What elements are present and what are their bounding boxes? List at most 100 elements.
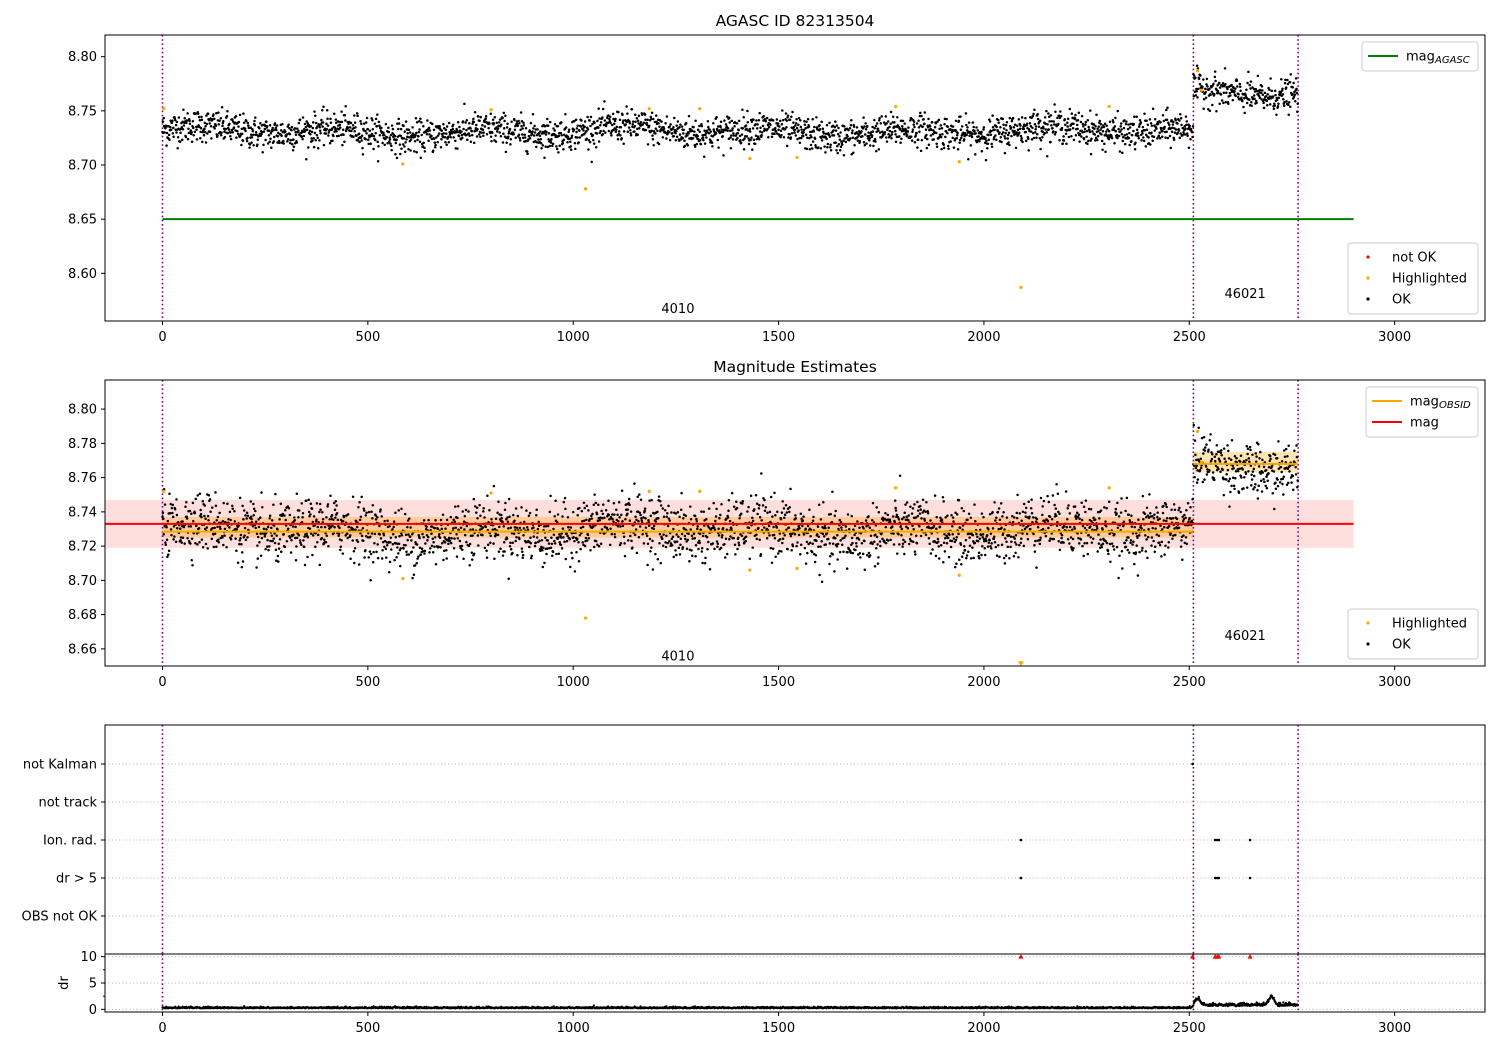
ok-point (354, 519, 358, 522)
ok-point (1077, 111, 1081, 115)
ok-point (508, 545, 512, 548)
ok-point (860, 541, 864, 545)
ok-point (957, 119, 961, 123)
ok-point (778, 119, 782, 123)
ok-point (832, 129, 835, 132)
ok-point (563, 496, 567, 500)
ok-point (1085, 129, 1089, 133)
ok-point (305, 128, 309, 131)
ok-point (247, 124, 250, 127)
ok-point (875, 149, 878, 153)
ok-point (550, 542, 554, 545)
ok-point (343, 113, 347, 117)
ok-point (269, 137, 272, 140)
ok-point (650, 546, 653, 549)
ok-point (484, 525, 487, 529)
ok-point (1165, 130, 1168, 133)
ok-point (971, 132, 974, 136)
ok-point (992, 138, 996, 141)
ok-point (1031, 126, 1034, 130)
ok-point (960, 555, 964, 558)
ok-point (764, 120, 768, 123)
ok-point (1271, 95, 1275, 98)
ok-point (243, 127, 247, 130)
ok-point (237, 524, 241, 527)
ok-point (1054, 131, 1058, 134)
ok-point (978, 140, 981, 143)
ok-point (229, 538, 233, 541)
ok-point (1057, 122, 1060, 126)
ok-point (783, 516, 786, 519)
ok-point (884, 541, 888, 545)
ok-point (695, 520, 699, 523)
ok-point (495, 130, 499, 133)
ok-point (692, 532, 696, 535)
ok-point (1067, 135, 1071, 139)
ok-point (640, 519, 644, 522)
ok-point (215, 519, 218, 522)
ok-point (665, 137, 668, 140)
ok-point (910, 117, 913, 120)
ok-point (167, 549, 171, 553)
ok-point (191, 564, 194, 567)
ok-point (838, 138, 842, 142)
ok-point (1017, 118, 1021, 121)
ok-point (252, 133, 255, 136)
ok-point (937, 118, 941, 122)
ok-point (619, 134, 622, 137)
ok-point (562, 133, 566, 137)
ok-point (680, 491, 683, 495)
ok-point (1030, 511, 1034, 515)
ok-point (785, 119, 789, 122)
ok-point (884, 136, 888, 139)
ok-point (340, 539, 343, 542)
ok-point (746, 121, 750, 124)
ok-point (1195, 89, 1198, 93)
ok-point (830, 520, 834, 524)
ok-point (456, 537, 460, 540)
ok-point (976, 535, 979, 539)
ok-point (652, 117, 655, 121)
highlighted-point (957, 160, 961, 164)
ok-point (463, 528, 466, 531)
ok-point (229, 134, 232, 138)
ok-point (903, 511, 906, 514)
ok-point (1059, 114, 1063, 118)
ok-point (1047, 128, 1051, 131)
ok-point (723, 556, 727, 559)
ok-point (805, 147, 809, 151)
ok-point (1066, 117, 1070, 121)
ok-point (1173, 131, 1177, 134)
ok-point (168, 138, 171, 141)
ok-point (1118, 150, 1122, 153)
ok-point (612, 117, 615, 121)
ok-point (585, 137, 589, 140)
ok-point (867, 515, 870, 518)
ok-point (644, 517, 647, 520)
ok-point (1015, 124, 1019, 127)
ok-point (259, 516, 262, 519)
ok-point (378, 533, 382, 536)
ok-point (928, 526, 931, 530)
ok-point (887, 132, 890, 136)
ok-point (834, 509, 837, 513)
ok-point (1007, 131, 1011, 134)
ok-point (1031, 520, 1034, 524)
ok-point (1001, 515, 1004, 518)
ok-point (674, 512, 678, 515)
ok-point (601, 107, 605, 111)
ok-point (1184, 115, 1188, 118)
ok-point (281, 512, 285, 516)
ok-point (813, 125, 816, 129)
ok-point (1205, 83, 1208, 86)
ok-point (790, 115, 793, 119)
ok-point (895, 513, 899, 517)
ok-point (863, 143, 867, 147)
ok-point (898, 128, 902, 131)
ok-point (727, 499, 731, 502)
ok-point (1056, 116, 1059, 120)
ok-point (1176, 131, 1180, 135)
ok-point (758, 538, 761, 542)
ok-point (423, 549, 427, 553)
ok-point (335, 504, 338, 507)
